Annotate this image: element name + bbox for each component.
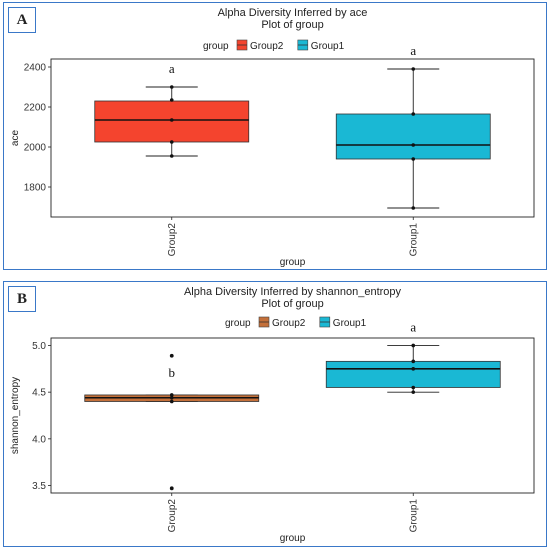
data-point-group2 [169,85,174,89]
shannon-boxplot: Alpha Diversity Inferred by shannon_entr… [10,286,535,544]
legend-label-group2: Group2 [272,318,306,329]
data-point-group1 [411,112,416,116]
y-tick-label: 5.0 [32,341,46,352]
legend-label-group1: Group1 [311,41,345,52]
y-tick-label: 4.0 [32,434,46,445]
data-point-group2 [169,399,174,404]
x-axis-label: group [280,533,306,544]
y-tick-label: 3.5 [32,481,46,492]
y-axis-label: shannon_entropy [10,377,21,454]
legend-label-group1: Group1 [333,318,367,329]
box-group1 [325,360,501,388]
y-tick-label: 2000 [24,143,47,154]
y-tick-label: 4.5 [32,388,46,399]
chart-title: Alpha Diversity Inferred by shannon_entr… [184,286,402,298]
data-point-group1 [411,359,416,364]
y-tick-label: 2200 [24,103,47,114]
significance-letter-group1: a [410,319,416,334]
data-point-group1 [411,385,416,390]
data-point-group2 [169,118,174,122]
data-point-group1 [411,143,416,147]
x-tick-label-group2: Group2 [167,223,178,257]
legend-label-group2: Group2 [250,41,284,52]
chart-title: Alpha Diversity Inferred by ace [218,7,368,19]
data-point-group2 [169,98,174,102]
significance-letter-group2: a [169,61,175,76]
data-point-group2 [169,393,174,397]
data-point-group1 [411,206,416,210]
chart-subtitle: Plot of group [261,298,323,310]
x-tick-label-group2: Group2 [167,499,178,533]
legend-title: group [225,318,251,329]
y-axis-label: ace [10,130,21,147]
plot-frame [50,337,535,494]
data-point-group1 [411,367,416,371]
data-point-group1 [411,343,416,348]
plot-frame [50,58,535,218]
data-point-group1 [411,157,416,161]
x-tick-label-group1: Group1 [408,499,419,533]
panel-b: B Alpha Diversity Inferred by shannon_en… [3,281,547,547]
chart-subtitle: Plot of group [261,19,323,31]
legend-title: group [203,41,229,52]
outlier-point-group2 [169,486,174,491]
y-tick-label: 1800 [24,183,47,194]
data-point-group2 [169,395,174,400]
data-point-group2 [169,154,174,158]
data-point-group1 [411,390,416,394]
panel-label: A [8,7,36,33]
significance-letter-group1: a [410,43,416,58]
data-point-group1 [411,67,416,71]
panel-a: A Alpha Diversity Inferred by ace Plot of… [3,2,547,270]
data-point-group2 [169,140,174,144]
panel-label: B [8,286,36,312]
x-tick-label-group1: Group1 [408,223,419,257]
significance-letter-group2: b [169,365,176,380]
outlier-point-group2 [169,353,174,358]
x-axis-label: group [280,257,306,268]
y-tick-label: 2400 [24,63,47,74]
box-group1 [335,113,491,160]
